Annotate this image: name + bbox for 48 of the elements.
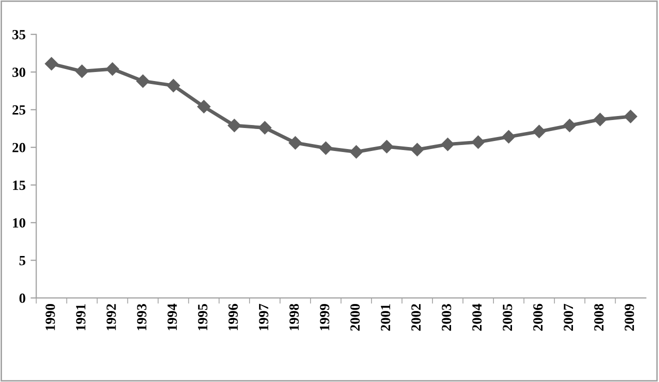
x-tick-label: 1996 (228, 304, 238, 330)
x-tick-label: 2001 (380, 304, 390, 331)
point (532, 124, 546, 138)
x-tick-label: 2002 (411, 304, 421, 331)
x-tick-label: 2009 (624, 304, 634, 331)
point (350, 145, 363, 158)
point (624, 110, 638, 124)
point (502, 130, 516, 144)
point (106, 62, 120, 76)
y-tick-label: 10 (13, 218, 26, 228)
y-tick-label: 35 (12, 30, 26, 40)
y-tick-label: 5 (19, 256, 26, 266)
x-tick-label: 2003 (442, 304, 452, 331)
x-tick-label: 2007 (564, 304, 574, 331)
x-tick-label: 2005 (502, 304, 512, 331)
point (380, 140, 394, 154)
point (197, 100, 210, 114)
y-tick-label: 0 (19, 294, 26, 303)
y-tick-label: 25 (12, 105, 26, 115)
y-tick-label: 15 (13, 180, 26, 190)
point (136, 74, 150, 88)
x-tick-label: 2004 (472, 304, 482, 331)
x-tick-label: 2008 (594, 304, 604, 331)
x-tick-label: 1990 (46, 304, 55, 330)
point (166, 79, 180, 92)
point (563, 118, 576, 132)
x-tick-label: 1999 (320, 304, 330, 330)
point (44, 57, 58, 70)
x-tick-label: 1997 (258, 304, 268, 330)
point (410, 143, 424, 156)
point (228, 118, 241, 132)
x-tick-label: 1998 (289, 304, 299, 330)
point (319, 142, 332, 155)
point (594, 112, 607, 126)
x-tick-label: 2000 (350, 304, 360, 331)
y-tick-label: 20 (12, 142, 26, 152)
point (441, 138, 454, 151)
point (75, 64, 89, 78)
x-tick-label: 1993 (137, 304, 146, 330)
x-tick-label: 1995 (198, 304, 208, 330)
point (288, 136, 302, 150)
point (472, 135, 485, 149)
x-tick-label: 1992 (106, 304, 116, 330)
point (258, 121, 272, 134)
x-tick-label: 2006 (533, 304, 543, 331)
x-tick-label: 1994 (168, 304, 177, 330)
x-tick-label: 1991 (76, 304, 86, 330)
y-tick-label: 30 (12, 68, 26, 77)
